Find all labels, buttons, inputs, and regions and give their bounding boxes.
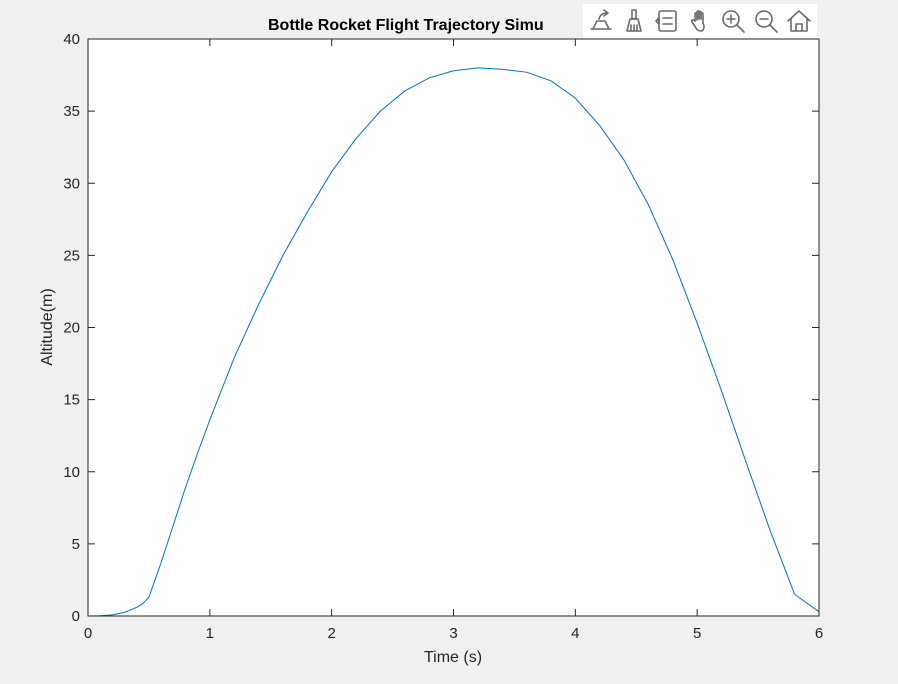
home-icon[interactable] xyxy=(784,6,814,36)
chart-title: Bottle Rocket Flight Trajectory Simu xyxy=(268,17,544,34)
x-tick-label: 5 xyxy=(693,625,701,642)
x-tick-label: 0 xyxy=(84,625,92,642)
y-tick-label: 35 xyxy=(63,103,80,120)
zoom-out-icon[interactable] xyxy=(751,6,781,36)
y-tick-label: 5 xyxy=(72,536,80,553)
x-tick-label: 6 xyxy=(815,625,823,642)
y-tick-label: 20 xyxy=(63,320,80,337)
y-tick-label: 15 xyxy=(63,392,80,409)
export-icon[interactable] xyxy=(586,6,616,36)
x-axis-ticks: 0 1 2 3 4 5 6 xyxy=(84,39,823,642)
x-tick-label: 4 xyxy=(571,625,579,642)
y-tick-label: 0 xyxy=(72,608,80,625)
y-tick-label: 40 xyxy=(63,31,80,48)
y-axis-ticks: 0 5 10 15 20 25 30 35 40 xyxy=(63,31,819,625)
y-tick-label: 30 xyxy=(63,175,80,192)
x-axis-label: Time (s) xyxy=(424,649,482,666)
zoom-in-icon[interactable] xyxy=(718,6,748,36)
x-tick-label: 1 xyxy=(206,625,214,642)
pan-icon[interactable] xyxy=(685,6,715,36)
y-axis-label: Altitude(m) xyxy=(39,288,56,365)
plot-area xyxy=(88,39,819,616)
y-tick-label: 25 xyxy=(63,247,80,264)
datatip-icon[interactable] xyxy=(652,6,682,36)
y-tick-label: 10 xyxy=(63,464,80,481)
x-tick-label: 2 xyxy=(327,625,335,642)
axes-toolbar xyxy=(583,4,817,38)
x-tick-label: 3 xyxy=(449,625,457,642)
series-line xyxy=(87,67,820,617)
brush-icon[interactable] xyxy=(619,6,649,36)
plot-frame xyxy=(87,38,820,617)
